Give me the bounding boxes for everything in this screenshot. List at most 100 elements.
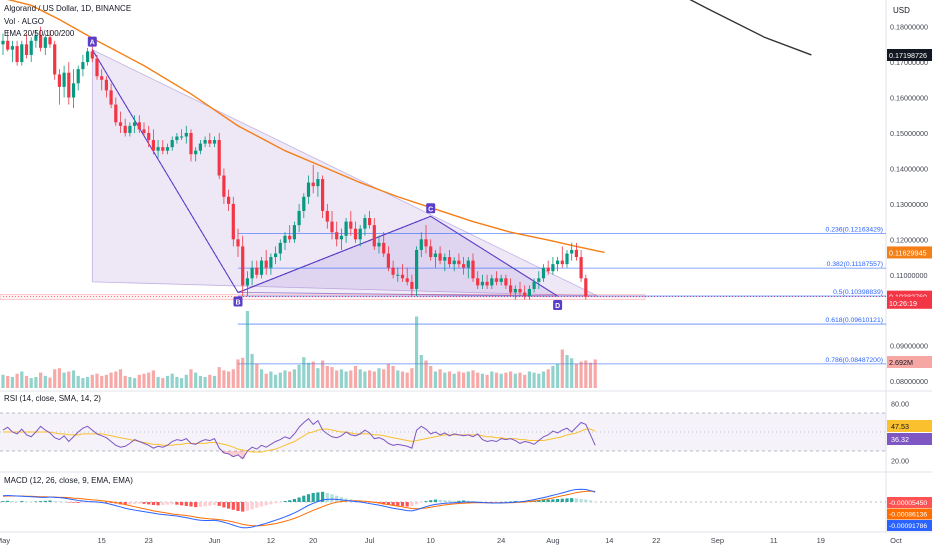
candle-body	[100, 76, 104, 80]
volume-bar	[170, 373, 174, 388]
volume-bar	[476, 372, 480, 388]
candle	[330, 210, 334, 240]
macd-badge-label: -0.00086136	[889, 512, 927, 519]
volume-bar	[151, 370, 155, 388]
candle-body	[485, 281, 489, 286]
candle-body	[62, 72, 66, 87]
volume-bar	[471, 370, 475, 388]
candle-body	[170, 140, 174, 148]
volume-bar	[142, 373, 146, 388]
candle-body	[546, 267, 550, 272]
volume-bar	[537, 373, 541, 388]
volume-bar	[43, 375, 47, 388]
volume-bar	[565, 355, 569, 388]
pattern-point-marker	[553, 300, 563, 311]
macd-histogram-bar	[541, 499, 546, 502]
candle-body	[429, 246, 433, 258]
ema-50-line	[7, 0, 605, 254]
candle	[560, 246, 564, 268]
macd-histogram-bar	[29, 501, 33, 503]
rsi-title[interactable]: RSI (14, close, SMA, 14, 2)	[4, 394, 101, 403]
candle	[349, 210, 353, 236]
macd-histogram-bar	[109, 502, 113, 503]
volume-bar	[504, 372, 508, 388]
candle	[386, 246, 390, 272]
candle-body	[335, 232, 339, 240]
macd-histogram-bar	[288, 500, 292, 502]
currency-label[interactable]: USD	[893, 6, 910, 15]
volume-bar	[349, 370, 353, 388]
candle-body	[527, 288, 531, 297]
candle	[104, 76, 108, 98]
macd-histogram-bar	[39, 501, 43, 502]
candle	[236, 228, 240, 258]
time-tick-label: 14	[605, 536, 613, 545]
candle	[109, 83, 113, 109]
candle	[532, 278, 536, 293]
candle-body	[438, 253, 442, 261]
volume-bar	[100, 375, 104, 388]
volume-bar	[546, 369, 550, 388]
candle	[400, 264, 405, 282]
candle-body	[570, 249, 574, 254]
candle-body	[227, 196, 231, 204]
candle	[570, 242, 574, 261]
rsi-tick-label: 80.00	[891, 400, 909, 409]
volume-bar	[330, 367, 334, 388]
candle-body	[53, 44, 57, 75]
candle	[457, 253, 461, 268]
candle-body	[382, 242, 386, 254]
candle-body	[161, 147, 165, 151]
candle-body	[410, 281, 414, 289]
time-tick-label: 10	[427, 536, 435, 545]
pattern-point-marker	[87, 36, 97, 47]
candle	[212, 136, 217, 148]
volume-bar	[485, 374, 489, 388]
volume-bar	[53, 369, 57, 388]
volume-bar	[165, 375, 170, 388]
macd-title[interactable]: MACD (12, 26, close, 9, EMA, EMA)	[4, 476, 133, 485]
volume-bar	[452, 373, 456, 388]
candle-body	[104, 79, 108, 91]
candle	[123, 118, 127, 137]
macd-histogram-bar	[245, 502, 249, 511]
pattern-point-label: D	[555, 303, 560, 310]
volume-bar	[39, 372, 43, 388]
macd-histogram-bar	[15, 501, 19, 502]
ema-indicator-title[interactable]: EMA 20/50/100/200	[4, 29, 75, 38]
candle	[198, 140, 202, 155]
volume-bar	[433, 371, 437, 388]
candle	[90, 46, 94, 63]
candle-body	[452, 260, 456, 265]
rsi-oversold-fill	[240, 451, 246, 459]
macd-histogram-bar	[86, 502, 90, 503]
candle-body	[175, 136, 179, 141]
candle-body	[217, 140, 221, 176]
volume-badge	[887, 356, 932, 368]
candle-body	[325, 210, 329, 222]
macd-histogram-bar	[325, 493, 329, 502]
candle	[175, 132, 179, 144]
candle	[39, 26, 43, 52]
volume-indicator-title[interactable]: Vol · ALGO	[4, 17, 45, 26]
rsi-badge	[887, 433, 932, 445]
volume-bar	[556, 363, 560, 388]
candle	[100, 69, 104, 91]
volume-bar	[292, 369, 296, 388]
candle	[62, 65, 66, 98]
candle-body	[241, 246, 245, 286]
symbol-title[interactable]: Algorand / US Dollar, 1D, BINANCE	[4, 4, 132, 13]
candle-body	[264, 260, 268, 268]
volume-bar	[368, 370, 372, 388]
bc-dashed-line	[237, 215, 431, 293]
candle	[95, 54, 99, 80]
candle-body	[57, 74, 61, 87]
volume-bar	[259, 369, 264, 388]
price-tick-label: 0.08000000	[890, 377, 928, 386]
pattern-point-label: A	[90, 40, 95, 47]
candle-body	[306, 182, 311, 197]
volume-bar	[396, 370, 400, 388]
candle	[556, 257, 560, 272]
macd-histogram-bar	[76, 502, 80, 503]
